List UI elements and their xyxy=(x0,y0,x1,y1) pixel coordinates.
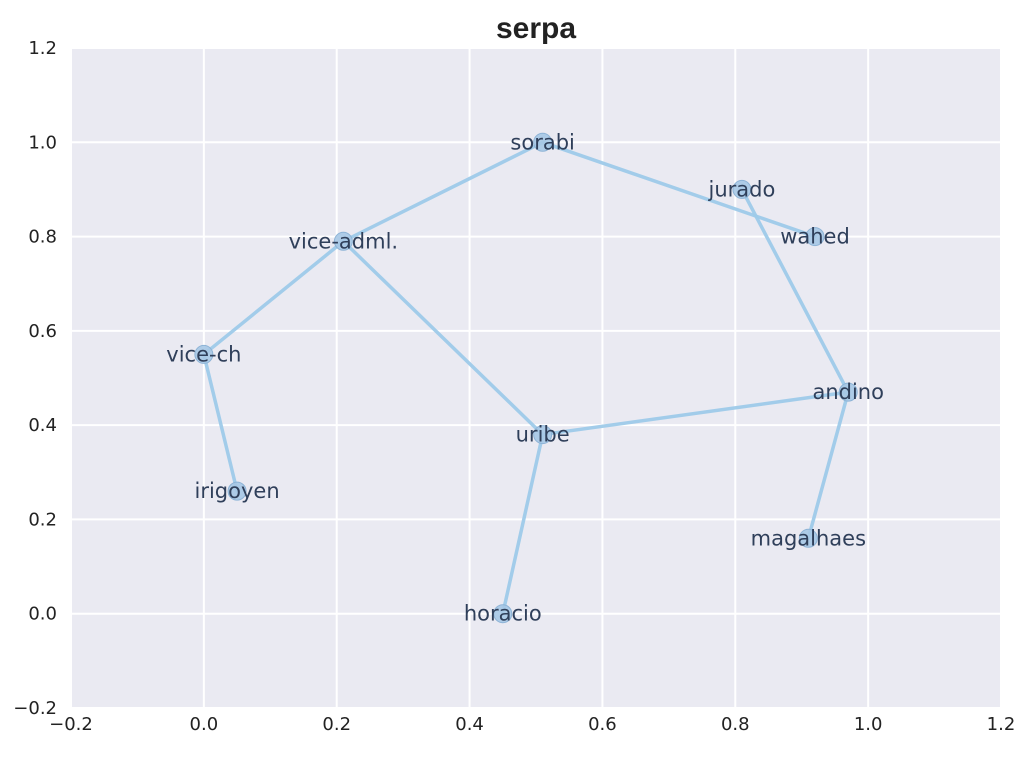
y-tick-label: 0.4 xyxy=(28,415,57,436)
x-tick-label: 0.0 xyxy=(190,714,219,735)
node-point-vice-ch xyxy=(194,344,214,364)
x-tick-label: 0.2 xyxy=(322,714,351,735)
y-tick-label: 0.0 xyxy=(28,604,57,625)
edge-line xyxy=(740,187,850,394)
node-label-horacio: horacio xyxy=(464,602,542,626)
node-point-irigoyen xyxy=(227,481,247,501)
node-label-jurado: jurado xyxy=(708,177,776,201)
node-label-uribe: uribe xyxy=(516,423,570,447)
edge-line xyxy=(806,390,850,541)
edge-line xyxy=(202,239,346,357)
node-point-andino xyxy=(838,382,858,402)
edge-line xyxy=(540,390,850,437)
x-tick-label: 1.2 xyxy=(987,714,1016,735)
node-label-vice-ch: vice-ch xyxy=(166,342,241,366)
node-point-jurado xyxy=(732,179,752,199)
node-label-magalhaes: magalhaes xyxy=(751,526,866,550)
node-point-sorabi xyxy=(533,132,553,152)
node-point-vice-adml xyxy=(333,231,353,251)
y-tick-label: −0.2 xyxy=(13,698,57,719)
node-point-uribe xyxy=(533,425,553,445)
x-tick-label: −0.2 xyxy=(49,714,93,735)
node-point-magalhaes xyxy=(798,528,818,548)
node-label-wahed: wahed xyxy=(780,225,850,249)
node-label-irigoyen: irigoyen xyxy=(195,479,280,503)
edges xyxy=(202,140,850,616)
node-label-sorabi: sorabi xyxy=(510,130,574,154)
edge-line xyxy=(202,352,239,493)
y-tick-label: 0.8 xyxy=(28,227,57,248)
node-label-andino: andino xyxy=(812,380,884,404)
x-tick-label: 1.0 xyxy=(854,714,883,735)
y-tick-label: 0.2 xyxy=(28,509,57,530)
y-tick-label: 1.2 xyxy=(28,38,57,59)
x-tick-label: 0.6 xyxy=(588,714,617,735)
y-tick-label: 0.6 xyxy=(28,321,57,342)
edge-line xyxy=(501,432,545,616)
edge-line xyxy=(540,140,817,239)
plot-area xyxy=(71,48,1001,708)
y-tick-label: 1.0 xyxy=(28,132,57,153)
node-label-vice-adml: vice-adml. xyxy=(289,229,398,253)
node-point-horacio xyxy=(493,604,513,624)
edge-line xyxy=(341,239,545,437)
nodes xyxy=(194,132,858,624)
x-tick-label: 0.8 xyxy=(721,714,750,735)
tick-labels: −0.2 0.0 0.2 0.4 0.6 0.8 1.0 1.2 −0.2 0.0 0.2 0.4 0.… xyxy=(13,38,1015,735)
edge-line xyxy=(341,140,545,244)
chart-title: serpa xyxy=(496,12,576,45)
node-point-wahed xyxy=(805,227,825,247)
x-tick-label: 0.4 xyxy=(455,714,484,735)
